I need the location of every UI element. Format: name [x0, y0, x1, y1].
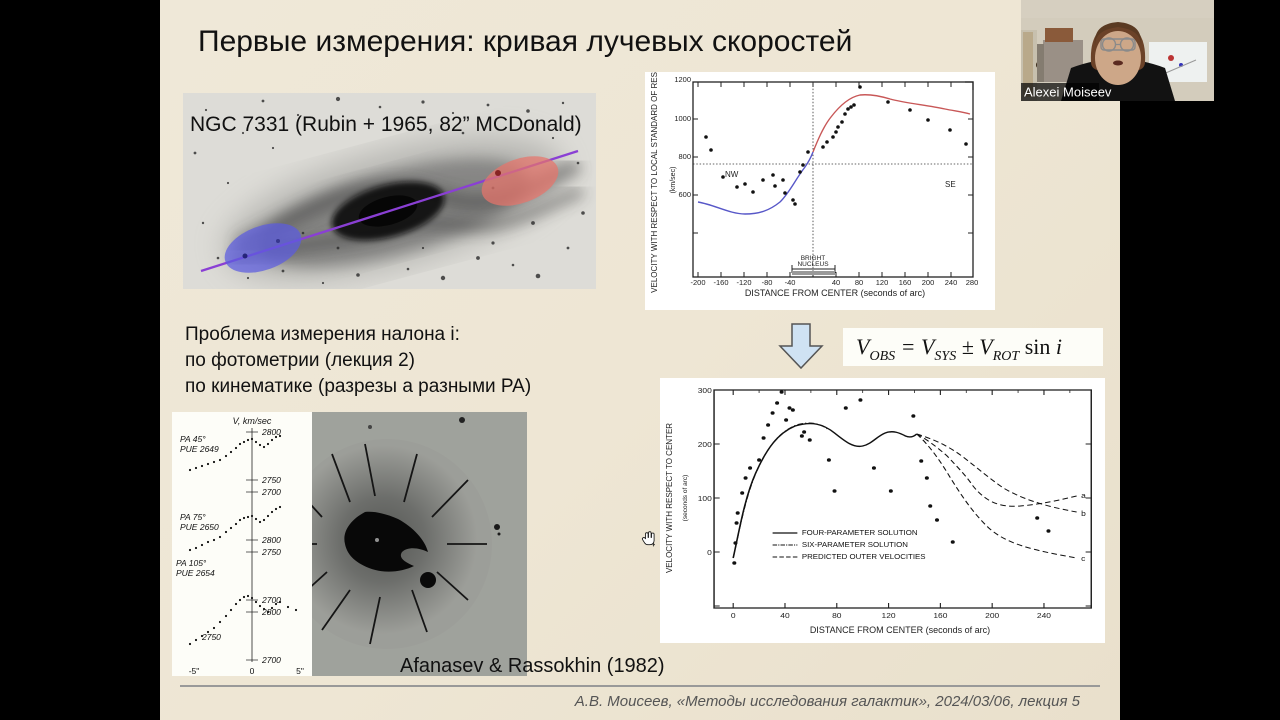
svg-text:VELOCITY WITH RESPECT TO CENTE: VELOCITY WITH RESPECT TO CENTER	[665, 423, 674, 573]
svg-text:40: 40	[832, 278, 840, 287]
svg-text:2800: 2800	[261, 427, 281, 437]
svg-text:c: c	[1081, 554, 1085, 562]
svg-text:5": 5"	[296, 666, 304, 676]
svg-text:2800: 2800	[261, 535, 281, 545]
svg-text:b: b	[1081, 509, 1086, 517]
svg-text:-160: -160	[713, 278, 728, 287]
svg-text:300: 300	[698, 386, 713, 394]
svg-text:-5": -5"	[189, 666, 200, 676]
svg-text:40: 40	[780, 611, 790, 619]
svg-text:PUE 2650: PUE 2650	[180, 522, 219, 532]
svg-text:2700: 2700	[261, 487, 281, 497]
svg-text:SE: SE	[945, 180, 956, 189]
svg-text:(km/sec): (km/sec)	[670, 167, 677, 194]
svg-text:(seconds of arc): (seconds of arc)	[682, 475, 689, 522]
svg-text:0: 0	[707, 548, 712, 556]
svg-text:200: 200	[985, 611, 1000, 619]
svg-text:-120: -120	[736, 278, 751, 287]
svg-text:DISTANCE FROM CENTER (seconds: DISTANCE FROM CENTER (seconds of arc)	[745, 288, 925, 298]
svg-text:V, km/sec: V, km/sec	[233, 416, 272, 426]
svg-text:PUE 2649: PUE 2649	[180, 444, 219, 454]
svg-text:200: 200	[698, 440, 713, 448]
svg-text:PREDICTED OUTER VELOCITIES: PREDICTED OUTER VELOCITIES	[802, 552, 926, 560]
svg-text:0: 0	[731, 611, 736, 619]
svg-text:600: 600	[678, 190, 691, 199]
svg-text:240: 240	[1037, 611, 1052, 619]
svg-text:1200: 1200	[674, 75, 691, 84]
svg-text:120: 120	[882, 611, 897, 619]
svg-text:240: 240	[945, 278, 958, 287]
svg-text:0: 0	[250, 666, 255, 676]
svg-text:2750: 2750	[201, 632, 221, 642]
svg-text:2700: 2700	[261, 655, 281, 665]
svg-text:a: a	[1081, 491, 1086, 499]
svg-text:200: 200	[922, 278, 935, 287]
svg-text:160: 160	[933, 611, 948, 619]
svg-text:Alexei Moiseev: Alexei Moiseev	[1024, 85, 1112, 100]
svg-text:2700: 2700	[261, 595, 281, 605]
svg-text:VELOCITY WITH RESPECT TO LOCAL: VELOCITY WITH RESPECT TO LOCAL STANDARD …	[650, 72, 659, 293]
svg-text:80: 80	[832, 611, 842, 619]
svg-text:800: 800	[678, 152, 691, 161]
svg-text:2750: 2750	[261, 547, 281, 557]
svg-text:FOUR-PARAMETER SOLUTION: FOUR-PARAMETER SOLUTION	[802, 528, 918, 536]
svg-text:-200: -200	[690, 278, 705, 287]
svg-text:PUE 2654: PUE 2654	[176, 568, 215, 578]
svg-text:PA 105°: PA 105°	[176, 558, 207, 568]
svg-text:2750: 2750	[261, 475, 281, 485]
svg-text:1000: 1000	[674, 114, 691, 123]
svg-text:NUCLEUS: NUCLEUS	[797, 261, 829, 268]
svg-text:-80: -80	[762, 278, 773, 287]
svg-text:PA 75°: PA 75°	[180, 512, 206, 522]
svg-text:-40: -40	[785, 278, 796, 287]
svg-text:280: 280	[966, 278, 979, 287]
svg-text:SIX-PARAMETER SOLUTION: SIX-PARAMETER SOLUTION	[802, 540, 908, 548]
svg-text:160: 160	[899, 278, 912, 287]
svg-text:DISTANCE FROM CENTER (seconds: DISTANCE FROM CENTER (seconds of arc)	[810, 625, 990, 635]
svg-text:PA 45°: PA 45°	[180, 434, 206, 444]
svg-text:120: 120	[876, 278, 889, 287]
svg-text:100: 100	[698, 494, 713, 502]
svg-text:80: 80	[855, 278, 863, 287]
svg-text:NW: NW	[725, 170, 739, 179]
